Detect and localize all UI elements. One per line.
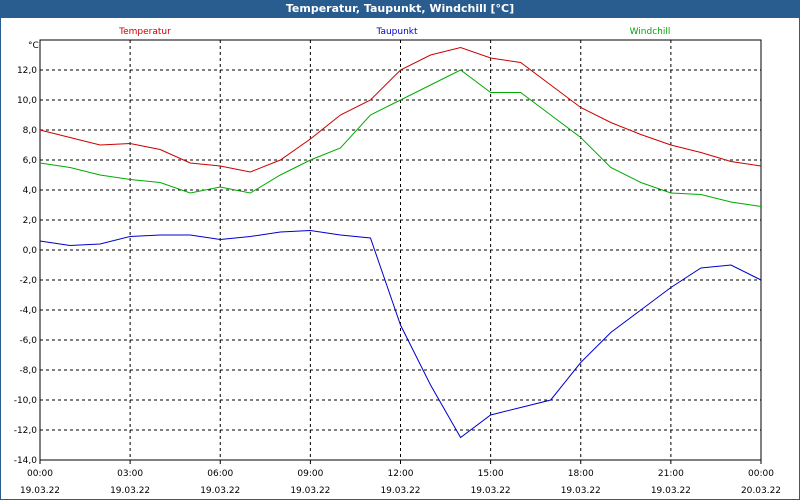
- x-tick-time: 06:00: [207, 469, 233, 479]
- y-tick-label: 4,0: [23, 186, 38, 196]
- y-tick-label: -2,0: [19, 276, 37, 286]
- y-tick-labels: 12,0 10,0 8,0 6,0 4,0 2,0 0,0 -2,0 -4,0 -6,0 -8,0 -…: [14, 66, 38, 466]
- y-tick-label: 0,0: [23, 246, 38, 256]
- x-tick-date: 19.03.22: [561, 486, 601, 496]
- y-tick-label: -14,0: [14, 456, 38, 466]
- legend: Temperatur Taupunkt Windchill: [118, 27, 670, 37]
- x-tick-date: 19.03.22: [380, 486, 420, 496]
- x-tick-date: 19.03.22: [110, 486, 150, 496]
- y-tick-label: -12,0: [14, 426, 38, 436]
- series-line-taupunkt: [39, 229, 762, 439]
- legend-item-windchill: Windchill: [630, 27, 671, 37]
- x-tick-date: 19.03.22: [651, 486, 691, 496]
- x-tick-date: 19.03.22: [290, 486, 330, 496]
- y-axis-unit-label: °C: [28, 41, 39, 51]
- series-line-temperatur: [39, 46, 762, 173]
- x-tick-time: 03:00: [117, 469, 143, 479]
- y-tick-label: -10,0: [14, 396, 38, 406]
- y-tick-label: 6,0: [23, 156, 38, 166]
- grid: [39, 40, 762, 464]
- x-tick-time: 09:00: [297, 469, 323, 479]
- x-tick-time: 15:00: [478, 469, 504, 479]
- y-tick-label: 12,0: [17, 66, 37, 76]
- x-tick-time: 21:00: [658, 469, 684, 479]
- x-tick-time: 18:00: [568, 469, 594, 479]
- y-tick-label: 10,0: [17, 96, 37, 106]
- x-tick-time: 00:00: [748, 469, 774, 479]
- x-tick-date: 19.03.22: [20, 486, 60, 496]
- series-lines: [39, 46, 762, 439]
- x-tick-time: 00:00: [27, 469, 53, 479]
- y-tick-label: 8,0: [23, 126, 38, 136]
- x-tick-labels: 00:00 19.03.22 03:00 19.03.22 06:00 19.03.22 0…: [20, 469, 781, 496]
- y-tick-label: 2,0: [23, 216, 38, 226]
- x-tick-time: 12:00: [388, 469, 414, 479]
- legend-item-taupunkt: Taupunkt: [375, 27, 418, 37]
- x-tick-date: 20.03.22: [741, 486, 781, 496]
- window-title: Temperatur, Taupunkt, Windchill [°C]: [0, 0, 800, 17]
- x-tick-date: 19.03.22: [471, 486, 511, 496]
- y-tick-label: -8,0: [19, 366, 37, 376]
- y-tick-label: -6,0: [19, 336, 37, 346]
- series-line-windchill: [39, 69, 762, 207]
- x-tick-date: 19.03.22: [200, 486, 240, 496]
- legend-item-temperatur: Temperatur: [118, 27, 171, 37]
- y-tick-label: -4,0: [19, 306, 37, 316]
